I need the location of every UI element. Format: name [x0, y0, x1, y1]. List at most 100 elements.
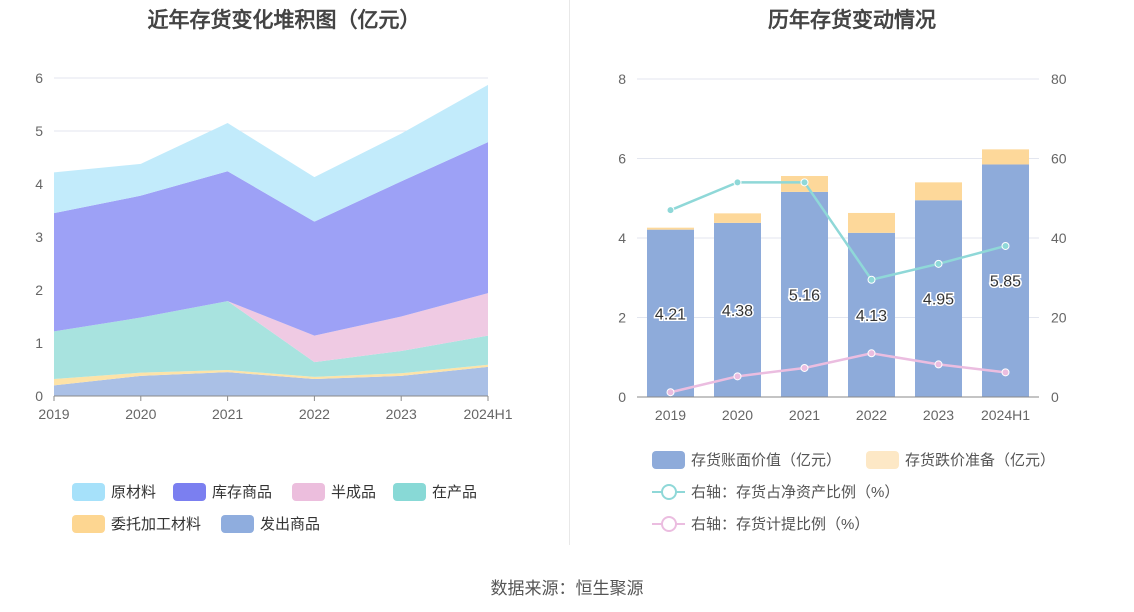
legend-item[interactable]: 存货跌价准备（亿元）	[866, 449, 1055, 470]
bar-book-value	[781, 191, 828, 397]
y-tick-label: 6	[618, 151, 626, 167]
legend-label: 右轴：存货计提比例（%）	[691, 516, 870, 533]
bar-impairment-reserve	[915, 182, 962, 201]
legend-swatch	[393, 482, 426, 501]
x-tick-label: 2021	[212, 406, 243, 422]
line-point	[800, 178, 809, 187]
x-tick-label: 2024H1	[981, 407, 1030, 423]
x-tick-label: 2022	[299, 406, 330, 422]
y-tick-label: 0	[618, 389, 626, 405]
area-series-半成品	[54, 293, 488, 363]
x-tick-label: 2023	[386, 406, 417, 422]
x-tick-label: 2019	[38, 406, 69, 422]
x-tick-label: 2023	[923, 407, 954, 423]
legend-swatch	[173, 482, 206, 501]
bar-book-value	[848, 232, 895, 397]
bar-impairment-reserve	[714, 213, 761, 223]
line-point	[1001, 241, 1010, 250]
bar-impairment-reserve	[982, 149, 1029, 165]
area-series-原材料	[54, 84, 488, 222]
y-tick-label: 6	[35, 70, 43, 86]
legend-line-swatch	[652, 515, 685, 533]
legend-item[interactable]: 右轴：存货占净资产比例（%）	[652, 481, 899, 502]
y-tick-label: 1	[35, 335, 43, 351]
y-tick-label: 4	[35, 176, 43, 192]
legend-item[interactable]: 发出商品	[221, 513, 320, 534]
line-point	[867, 349, 876, 358]
legend-label: 在产品	[432, 484, 478, 501]
legend-swatch	[292, 482, 325, 501]
legend-line-swatch	[652, 483, 685, 501]
bar-impairment-reserve	[647, 227, 694, 230]
x-tick-label: 2020	[722, 407, 753, 423]
y-tick-label: 5	[35, 123, 43, 139]
y-tick-label: 2	[618, 310, 626, 326]
legend-swatch	[652, 450, 685, 469]
line-point	[867, 275, 876, 284]
legend-label: 右轴：存货占净资产比例（%）	[691, 484, 900, 501]
bar-impairment-reserve	[848, 212, 895, 233]
line-point	[934, 360, 943, 369]
x-tick-label: 2020	[125, 406, 156, 422]
bar-book-value	[982, 164, 1029, 397]
legend-label: 半成品	[331, 484, 377, 501]
y2-tick-label: 60	[1051, 151, 1067, 167]
legend-item[interactable]: 在产品	[393, 481, 477, 502]
stacked-area-chart: 0 1 2 3 4 5 6 2019 2020 2021 2022 2023 2024H1	[35, 70, 513, 422]
line-series	[670, 352, 1006, 394]
bar-book-value	[714, 222, 761, 397]
legend-item[interactable]: 半成品	[292, 481, 376, 502]
right-chart-panel: 历年存货变动情况 0 2 4 6 8 0 20 40 60 80 2019 2020 2021 2022 2…	[570, 0, 1134, 545]
legend-label: 发出商品	[260, 516, 321, 533]
x-tick-label: 2019	[655, 407, 686, 423]
data-source-footer: 数据来源：恒生聚源	[490, 579, 644, 598]
bar-data-label: 4.38	[722, 303, 753, 320]
legend-item[interactable]: 存货账面价值（亿元）	[652, 449, 841, 470]
area-series-库存商品	[54, 142, 488, 336]
bar-data-label: 5.16	[789, 287, 820, 304]
y-tick-label: 8	[618, 71, 626, 87]
y2-tick-label: 0	[1051, 389, 1059, 405]
bar-data-label: 4.95	[923, 292, 954, 309]
right-chart-title: 历年存货变动情况	[768, 9, 936, 32]
legend-swatch	[866, 450, 899, 469]
bar-data-label: 5.85	[990, 274, 1021, 291]
y2-tick-label: 20	[1051, 310, 1067, 326]
x-tick-label: 2022	[856, 407, 887, 423]
legend-item[interactable]: 右轴：存货计提比例（%）	[652, 513, 869, 534]
bar-data-label: 4.13	[856, 308, 887, 325]
area-series-在产品	[54, 301, 488, 380]
area-series-发出商品	[54, 366, 488, 396]
legend-swatch	[221, 514, 254, 533]
area-series-委托加工材料	[54, 364, 488, 386]
legend-label: 存货跌价准备（亿元）	[905, 452, 1056, 469]
panel-divider	[569, 0, 570, 545]
legend-label: 委托加工材料	[111, 516, 202, 533]
line-series	[670, 181, 1006, 282]
legend-label: 存货账面价值（亿元）	[691, 452, 842, 469]
line-point	[733, 178, 742, 187]
y-tick-label: 0	[35, 388, 43, 404]
bar-book-value	[647, 229, 694, 397]
y-tick-label: 3	[35, 229, 43, 245]
y-tick-label: 2	[35, 282, 43, 298]
legend-swatch	[72, 514, 105, 533]
legend-label: 库存商品	[212, 484, 273, 501]
line-point	[934, 259, 943, 268]
legend-swatch	[72, 482, 105, 501]
line-point	[733, 372, 742, 381]
legend-item[interactable]: 委托加工材料	[72, 513, 201, 534]
x-tick-label: 2024H1	[463, 406, 512, 422]
line-point	[666, 388, 675, 397]
legend-label: 原材料	[111, 484, 157, 501]
legend-item[interactable]: 库存商品	[173, 481, 272, 502]
legend-item[interactable]: 原材料	[72, 481, 156, 502]
y2-tick-label: 40	[1051, 230, 1067, 246]
line-point	[666, 206, 675, 215]
y2-tick-label: 80	[1051, 71, 1067, 87]
line-point	[800, 363, 809, 372]
left-chart-panel: 近年存货变化堆积图（亿元） 0 1 2 3 4 5 6 2019 2020 2021 2022 202…	[0, 0, 568, 545]
x-tick-label: 2021	[789, 407, 820, 423]
bar-data-label: 4.21	[655, 306, 686, 323]
